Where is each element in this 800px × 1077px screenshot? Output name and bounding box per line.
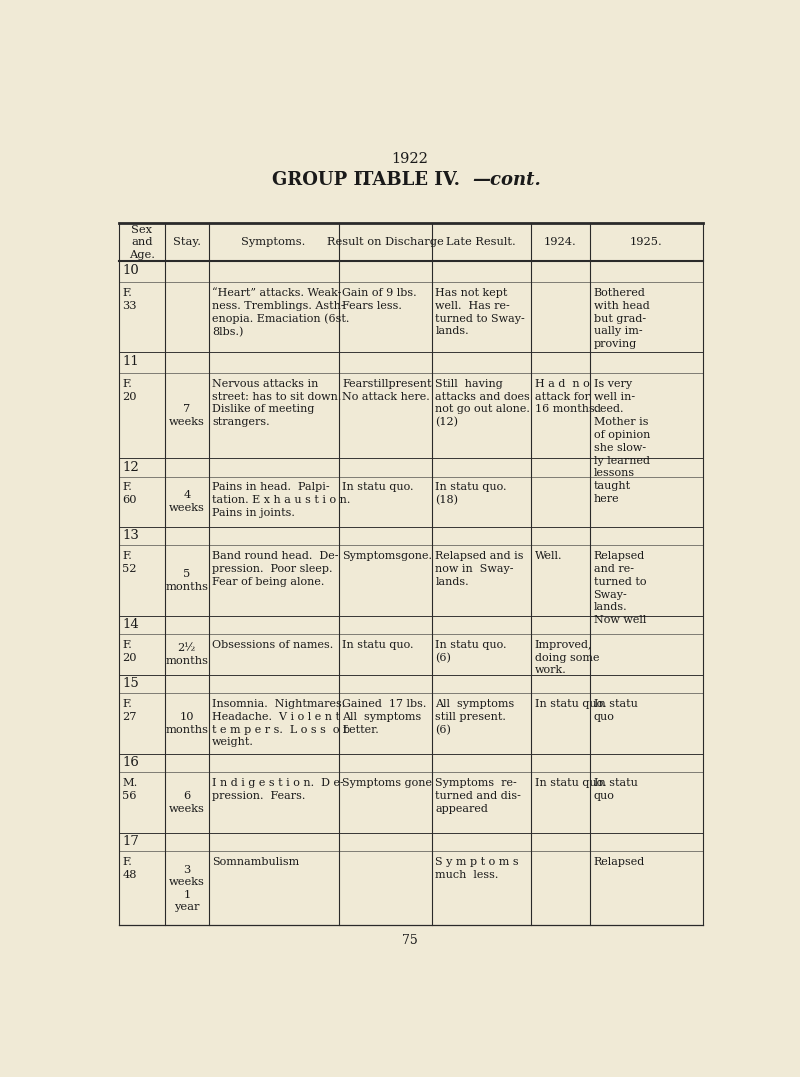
Text: Gain of 9 lbs.
Fears less.: Gain of 9 lbs. Fears less. (342, 288, 417, 310)
Text: F.
60: F. 60 (122, 482, 137, 505)
Text: M.
56: M. 56 (122, 778, 138, 801)
Text: Relapsed
and re-
turned to
Sway-
lands.
Now well: Relapsed and re- turned to Sway- lands. … (594, 551, 646, 625)
Text: Gained  17 lbs.
All  symptoms
better.: Gained 17 lbs. All symptoms better. (342, 699, 426, 735)
Text: Bothered
with head
but grad-
ually im-
proving: Bothered with head but grad- ually im- p… (594, 288, 650, 349)
Text: Symptomsgone.: Symptomsgone. (342, 551, 433, 561)
Text: Symptoms gone: Symptoms gone (342, 778, 433, 788)
Text: Fearstillpresent
No attack here.: Fearstillpresent No attack here. (342, 379, 432, 402)
Text: Symptoms.: Symptoms. (242, 237, 306, 248)
Text: Has not kept
well.  Has re-
turned to Sway-
lands.: Has not kept well. Has re- turned to Swa… (435, 288, 525, 336)
Text: GROUP I.: GROUP I. (272, 171, 368, 188)
Text: Pains in head.  Palpi-
tation. E x h a u s t i o n.
Pains in joints.: Pains in head. Palpi- tation. E x h a u … (212, 482, 350, 518)
Text: I n d i g e s t i o n.  D e-
pression.  Fears.: I n d i g e s t i o n. D e- pression. Fe… (212, 778, 344, 801)
Text: 6
weeks: 6 weeks (169, 792, 205, 814)
Text: In statu quo.: In statu quo. (342, 640, 414, 649)
Text: F.
20: F. 20 (122, 379, 137, 402)
Text: Somnambulism: Somnambulism (212, 857, 299, 867)
Text: “Heart” attacks. Weak-
ness. Tremblings. Asth-
enopia. Emaciation (6st.
8lbs.): “Heart” attacks. Weak- ness. Tremblings.… (212, 288, 350, 337)
Text: In statu quo.: In statu quo. (342, 482, 414, 492)
Text: Is very
well in-
deed.
Mother is
of opinion
she slow-
ly learned
lessons
taught
: Is very well in- deed. Mother is of opin… (594, 379, 650, 504)
Text: F.
20: F. 20 (122, 640, 137, 662)
Text: 11: 11 (122, 354, 139, 368)
Text: —cont.: —cont. (472, 171, 541, 188)
Text: 3
weeks
1
year: 3 weeks 1 year (169, 865, 205, 912)
Text: 10
months: 10 months (166, 712, 208, 735)
Text: 14: 14 (122, 618, 139, 631)
Text: F.
52: F. 52 (122, 551, 137, 574)
Text: 1922: 1922 (391, 153, 429, 167)
Text: F.
33: F. 33 (122, 288, 137, 310)
Text: Nervous attacks in
street: has to sit down.
Dislike of meeting
strangers.: Nervous attacks in street: has to sit do… (212, 379, 342, 428)
Text: H a d  n o
attack for
16 months.: H a d n o attack for 16 months. (534, 379, 598, 415)
Text: Still  having
attacks and does
not go out alone.
(12): Still having attacks and does not go out… (435, 379, 530, 428)
Text: 75: 75 (402, 934, 418, 947)
Text: F.
27: F. 27 (122, 699, 137, 722)
Text: Result on Discharge: Result on Discharge (327, 237, 443, 248)
Text: In statu quo.: In statu quo. (534, 778, 606, 788)
Text: All  symptoms
still present.
(6): All symptoms still present. (6) (435, 699, 514, 735)
Text: 15: 15 (122, 677, 139, 690)
Text: Insomnia.  Nightmares.
Headache.  V i o l e n t
t e m p e r s.  L o s s  o f
wei: Insomnia. Nightmares. Headache. V i o l … (212, 699, 347, 747)
Text: Well.: Well. (534, 551, 562, 561)
Text: 1925.: 1925. (630, 237, 662, 248)
Text: 12: 12 (122, 461, 139, 474)
Text: Band round head.  De-
pression.  Poor sleep.
Fear of being alone.: Band round head. De- pression. Poor slee… (212, 551, 338, 587)
Text: Relapsed: Relapsed (594, 857, 645, 867)
Text: In statu quo.
(6): In statu quo. (6) (435, 640, 507, 663)
Text: 17: 17 (122, 836, 139, 849)
Text: 1924.: 1924. (544, 237, 577, 248)
Text: Late Result.: Late Result. (446, 237, 516, 248)
Text: 5
months: 5 months (166, 570, 208, 591)
Text: 2½
months: 2½ months (166, 643, 208, 666)
Text: Symptoms  re-
turned and dis-
appeared: Symptoms re- turned and dis- appeared (435, 778, 522, 814)
Text: Improved,
doing some
work.: Improved, doing some work. (534, 640, 599, 675)
Text: Obsessions of names.: Obsessions of names. (212, 640, 334, 649)
Text: Sex
and
Age.: Sex and Age. (129, 225, 155, 260)
Text: In statu
quo: In statu quo (594, 699, 638, 722)
Text: In statu quo.: In statu quo. (534, 699, 606, 709)
Text: TABLE IV.: TABLE IV. (360, 171, 460, 188)
Text: S y m p t o m s
much  less.: S y m p t o m s much less. (435, 857, 519, 880)
Text: 7
weeks: 7 weeks (169, 404, 205, 426)
Text: Relapsed and is
now in  Sway-
lands.: Relapsed and is now in Sway- lands. (435, 551, 524, 587)
Text: In statu
quo: In statu quo (594, 778, 638, 801)
Text: Stay.: Stay. (173, 237, 201, 248)
Text: F.
48: F. 48 (122, 857, 137, 880)
Text: 4
weeks: 4 weeks (169, 490, 205, 513)
Text: 13: 13 (122, 529, 139, 543)
Text: 10: 10 (122, 264, 139, 277)
Text: 16: 16 (122, 756, 139, 769)
Text: In statu quo.
(18): In statu quo. (18) (435, 482, 507, 505)
